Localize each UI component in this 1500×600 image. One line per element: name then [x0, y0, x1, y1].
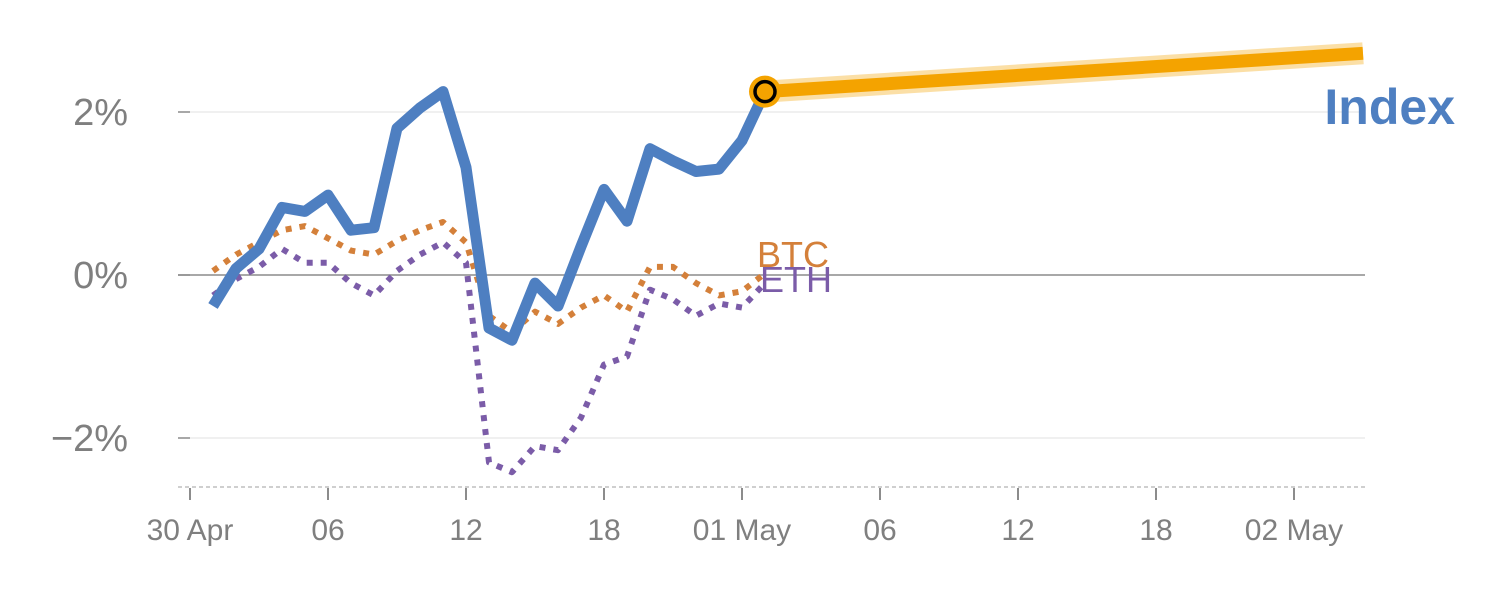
- y-tick-label: −2%: [51, 418, 128, 460]
- series-label-eth: ETH: [760, 259, 832, 300]
- highlight-line: [764, 46, 1364, 99]
- x-tick-label: 06: [311, 514, 344, 547]
- x-tick-label: 18: [587, 514, 620, 547]
- x-tick-label: 30 Apr: [147, 514, 234, 547]
- x-tick-label: 06: [863, 514, 896, 547]
- y-tick-label: 2%: [73, 92, 128, 134]
- series: [208, 42, 1364, 476]
- y-tick-label: 0%: [73, 255, 128, 297]
- x-tick-label: 12: [1001, 514, 1034, 547]
- series-line-index: [208, 86, 770, 346]
- endpoint-marker: [753, 79, 777, 104]
- x-tick-label: 01 May: [693, 514, 791, 547]
- series-line-eth: [211, 239, 768, 476]
- x-tick-label: 18: [1139, 514, 1172, 547]
- series-label-btc: BTC: [757, 234, 829, 275]
- series-line-btc: [211, 219, 767, 336]
- grid: [178, 111, 1365, 439]
- axes: 2% 0% −2% 30 Apr 06 12 18 01 May 06 12 18 02 May: [51, 92, 1365, 547]
- series-label-index: Index: [1324, 79, 1455, 135]
- x-tick-label: 02 May: [1245, 514, 1343, 547]
- x-tick-label: 12: [449, 514, 482, 547]
